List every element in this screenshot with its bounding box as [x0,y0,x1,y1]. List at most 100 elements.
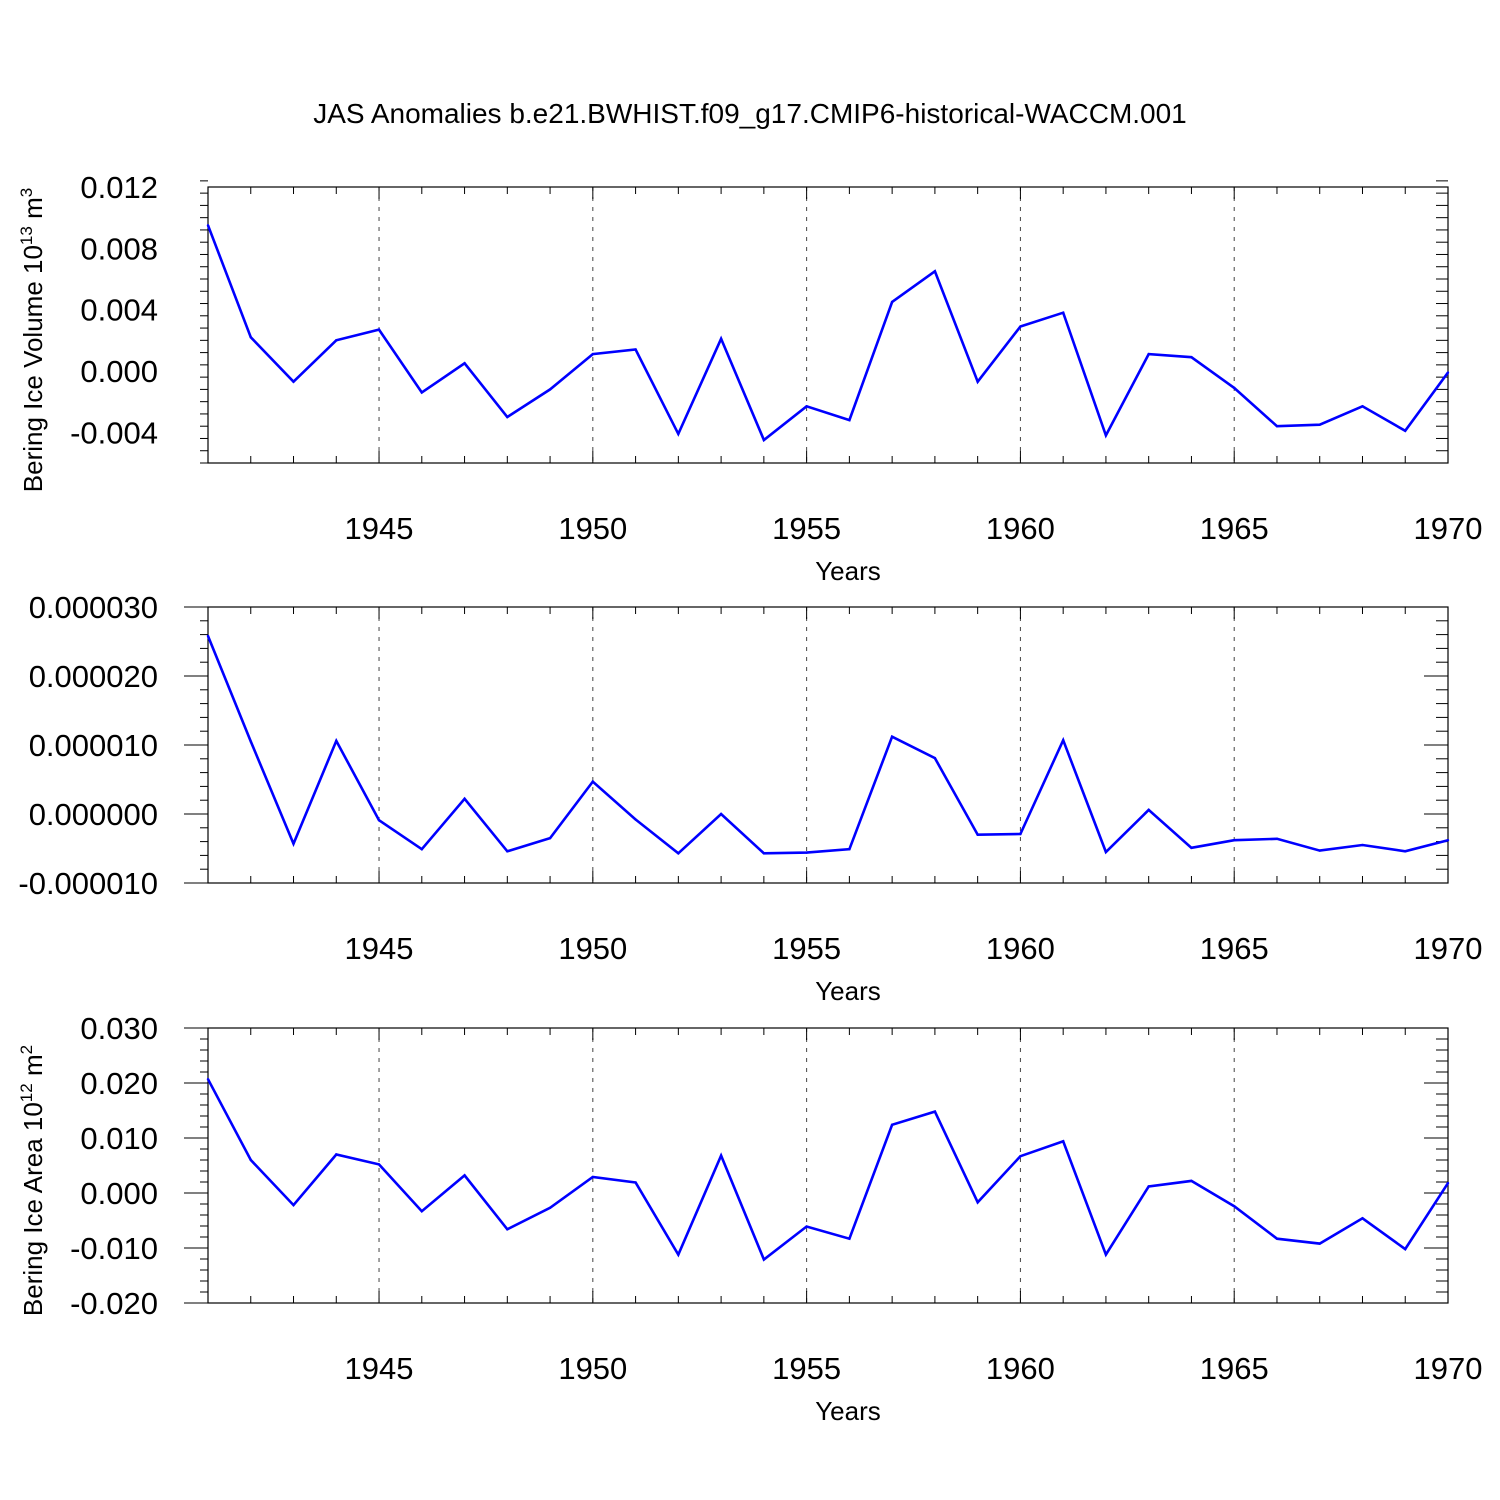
x-axis-label: Years [815,556,881,586]
x-tick-label: 1970 [1414,1351,1483,1386]
y-tick-label: 0.000010 [29,728,158,763]
y-tick-label: -0.004 [70,415,158,450]
data-point [848,847,851,851]
y-tick-label: 0.000000 [29,797,158,832]
data-point [1275,837,1279,841]
x-tick-label: 1950 [558,1351,627,1386]
data-point [677,432,680,436]
y-tick-label: 0.004 [80,293,158,328]
data-point [1104,1253,1108,1256]
y-tick-label: -0.010 [70,1231,158,1266]
data-point [1019,1154,1022,1158]
data-point [1446,839,1450,842]
data-point [335,739,338,743]
data-point [1061,311,1065,314]
data-point [1318,423,1321,426]
y-tick-label: 0.030 [80,1011,158,1046]
data-point [335,339,338,342]
data-point [1404,429,1407,432]
data-point [1190,846,1193,850]
data-point [890,1123,894,1127]
x-tick-label: 1945 [345,931,414,966]
x-tick-label: 1950 [558,931,627,966]
data-point [1318,849,1321,852]
x-tick-label: 1960 [986,1351,1055,1386]
data-point [719,1154,723,1157]
data-point [976,1201,979,1204]
x-tick-label: 1945 [345,1351,414,1386]
data-point [1104,434,1108,437]
x-axis-label: Years [815,976,881,1006]
data-point [249,1158,252,1162]
data-point [377,819,381,822]
data-point [805,851,808,854]
x-tick-label: 1955 [772,511,841,546]
data-point [1361,405,1364,408]
y-tick-label: 0.020 [80,1066,158,1101]
data-point [677,1253,680,1256]
data-point [976,833,979,836]
y-tick-label: 0.000 [80,354,158,389]
data-point [506,850,509,853]
data-point [463,797,466,801]
data-point [1446,1181,1450,1185]
data-point [548,388,552,391]
data-point [1275,1237,1279,1240]
data-point [1233,386,1236,390]
data-point [1190,1179,1193,1183]
data-point [206,224,210,227]
data-point [1147,1185,1150,1188]
data-point [805,405,808,408]
data-point [848,418,851,422]
y-axis-label: Bering Ice Area 1012 m2 [17,1045,48,1316]
data-point [206,634,210,638]
y-tick-label: 0.000020 [29,659,158,694]
y-axis-label: Bering Ice Volume 1013 m3 [17,188,48,492]
y-tick-label: -0.020 [70,1286,158,1321]
x-tick-label: 1960 [986,511,1055,546]
data-point [591,1175,595,1179]
series-line [206,635,1449,856]
data-point [634,1181,637,1184]
data-point [206,1077,210,1081]
data-point [292,1203,295,1207]
data-point [506,415,509,419]
y-tick-label: -0.000010 [18,866,158,901]
data-point [463,1174,466,1177]
data-point [1190,356,1193,359]
data-point [548,1206,552,1210]
data-point [762,852,766,855]
y-tick-label: 0.008 [80,231,158,266]
series-line [206,1078,1450,1262]
data-point [933,270,937,273]
data-point [420,391,423,394]
data-point [377,328,381,331]
data-point [634,348,637,351]
data-point [420,1209,423,1213]
data-point [1019,832,1022,836]
x-tick-label: 1970 [1414,511,1483,546]
data-point [1361,843,1364,847]
data-point [463,362,466,365]
figure-title: JAS Anomalies b.e21.BWHIST.f09_g17.CMIP6… [313,98,1187,129]
x-tick-label: 1955 [772,1351,841,1386]
y-tick-label: 0.012 [80,170,158,205]
data-point [1361,1217,1364,1220]
data-point [548,836,552,840]
data-point [591,352,595,356]
data-point [677,852,680,855]
data-point [762,438,766,442]
data-point [591,780,595,783]
data-point [1147,352,1150,356]
data-point [805,1225,808,1228]
data-point [719,812,723,816]
x-tick-label: 1945 [345,511,414,546]
data-point [1404,850,1407,853]
data-point [249,740,252,743]
data-point [1318,1242,1321,1245]
data-point [1147,808,1150,812]
plot-frame [207,1027,1449,1304]
data-point [1061,1140,1065,1143]
data-point [506,1228,509,1231]
